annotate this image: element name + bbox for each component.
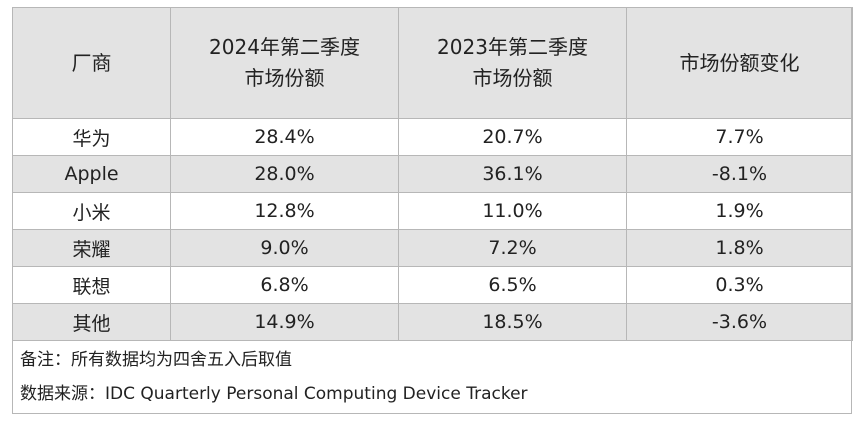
share-2023-cell: 11.0% [398, 192, 627, 230]
share-2024-cell: 28.0% [170, 155, 399, 193]
header-2023q2-share: 2023年第二季度 市场份额 [398, 7, 627, 119]
vendor-cell: 其他 [12, 303, 171, 341]
share-change-cell: -8.1% [626, 155, 853, 193]
vendor-cell: 华为 [12, 118, 171, 156]
source-note: 数据来源：IDC Quarterly Personal Computing De… [20, 384, 528, 404]
header-2024q2-share: 2024年第二季度 市场份额 [170, 7, 399, 119]
header-vendor: 厂商 [12, 7, 171, 119]
header-2024q2-share-label: 2024年第二季度 市场份额 [209, 35, 360, 90]
share-2024-cell: 9.0% [170, 229, 399, 267]
header-vendor-label: 厂商 [71, 50, 112, 75]
table-row: 联想 6.8% 6.5% 0.3% [12, 266, 853, 304]
vendor-cell: 荣耀 [12, 229, 171, 267]
table-row: 荣耀 9.0% 7.2% 1.8% [12, 229, 853, 267]
share-2023-cell: 18.5% [398, 303, 627, 341]
share-change-cell: -3.6% [626, 303, 853, 341]
share-2024-cell: 6.8% [170, 266, 399, 304]
vendor-cell: 小米 [12, 192, 171, 230]
share-2023-cell: 36.1% [398, 155, 627, 193]
share-change-cell: 7.7% [626, 118, 853, 156]
table-row: 小米 12.8% 11.0% 1.9% [12, 192, 853, 230]
header-2023q2-share-label: 2023年第二季度 市场份额 [437, 35, 588, 90]
table-row: 华为 28.4% 20.7% 7.7% [12, 118, 853, 156]
header-share-change-label: 市场份额变化 [679, 50, 800, 75]
share-2023-cell: 6.5% [398, 266, 627, 304]
vendor-cell: Apple [12, 155, 171, 193]
share-2024-cell: 28.4% [170, 118, 399, 156]
table-notes: 备注：所有数据均为四舍五入后取值 数据来源：IDC Quarterly Pers… [12, 343, 852, 411]
share-change-cell: 1.8% [626, 229, 853, 267]
vendor-cell: 联想 [12, 266, 171, 304]
table-row: 其他 14.9% 18.5% -3.6% [12, 303, 853, 341]
share-2024-cell: 14.9% [170, 303, 399, 341]
remark-note: 备注：所有数据均为四舍五入后取值 [20, 350, 292, 370]
share-2023-cell: 20.7% [398, 118, 627, 156]
table-header-row: 厂商 2024年第二季度 市场份额 2023年第二季度 市场份额 市场份额变化 [12, 7, 853, 119]
share-change-cell: 0.3% [626, 266, 853, 304]
share-2023-cell: 7.2% [398, 229, 627, 267]
header-share-change: 市场份额变化 [626, 7, 853, 119]
share-2024-cell: 12.8% [170, 192, 399, 230]
share-change-cell: 1.9% [626, 192, 853, 230]
market-share-table: 厂商 2024年第二季度 市场份额 2023年第二季度 市场份额 市场份额变化 … [12, 7, 853, 341]
table-row: Apple 28.0% 36.1% -8.1% [12, 155, 853, 193]
